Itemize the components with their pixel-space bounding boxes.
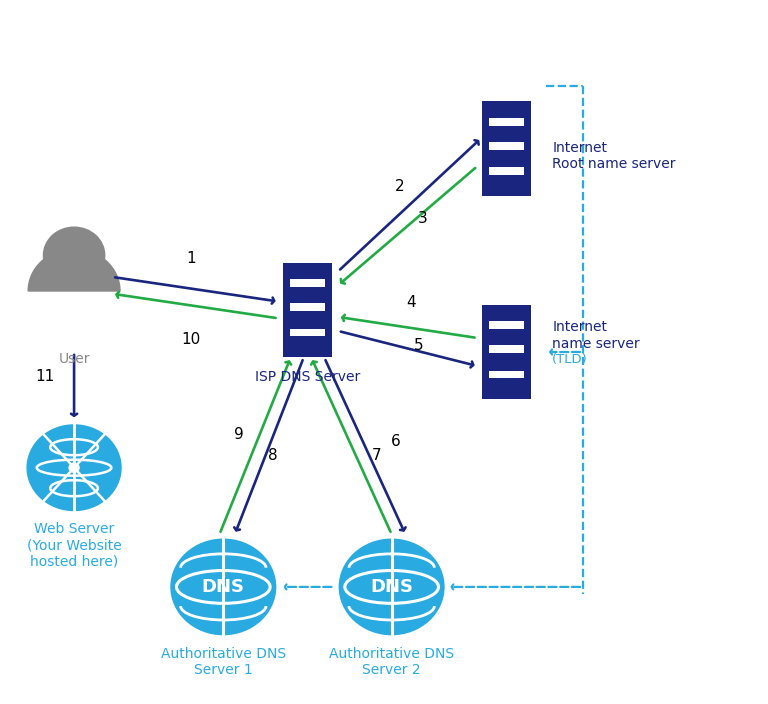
Circle shape (336, 536, 447, 637)
Circle shape (69, 463, 79, 472)
Text: 4: 4 (406, 295, 415, 310)
Circle shape (25, 422, 124, 513)
Bar (488, 118, 525, 126)
Bar (482, 305, 531, 399)
Text: 10: 10 (181, 332, 200, 347)
Bar (488, 370, 525, 378)
Bar (290, 303, 326, 311)
Text: name server: name server (552, 337, 640, 351)
Text: User: User (58, 352, 90, 366)
Text: Authoritative DNS
Server 1: Authoritative DNS Server 1 (161, 646, 286, 677)
Text: Internet: Internet (552, 320, 607, 334)
Bar (488, 142, 525, 150)
Bar (488, 168, 525, 175)
Text: 9: 9 (233, 427, 243, 442)
Text: 1: 1 (186, 251, 196, 265)
Text: DNS: DNS (370, 578, 413, 596)
Text: 11: 11 (35, 369, 55, 384)
Bar (488, 322, 525, 329)
Text: 5: 5 (414, 338, 423, 353)
Bar (488, 346, 525, 353)
Text: (TLD): (TLD) (552, 353, 588, 366)
Text: Internet
Root name server: Internet Root name server (552, 141, 676, 171)
Bar (290, 279, 326, 287)
Text: ISP DNS Server: ISP DNS Server (255, 370, 360, 384)
Bar (283, 263, 333, 357)
Text: Web Server
(Your Website
hosted here): Web Server (Your Website hosted here) (27, 522, 121, 569)
Wedge shape (28, 249, 120, 291)
Circle shape (168, 536, 278, 637)
Text: 7: 7 (372, 448, 381, 463)
Circle shape (44, 227, 104, 283)
Text: 8: 8 (268, 448, 278, 463)
Text: DNS: DNS (202, 578, 245, 596)
Bar (290, 329, 326, 337)
Bar (482, 101, 531, 196)
Text: 3: 3 (417, 210, 427, 226)
Text: 6: 6 (391, 434, 400, 449)
Text: Authoritative DNS
Server 2: Authoritative DNS Server 2 (329, 646, 454, 677)
Text: 2: 2 (395, 180, 404, 194)
